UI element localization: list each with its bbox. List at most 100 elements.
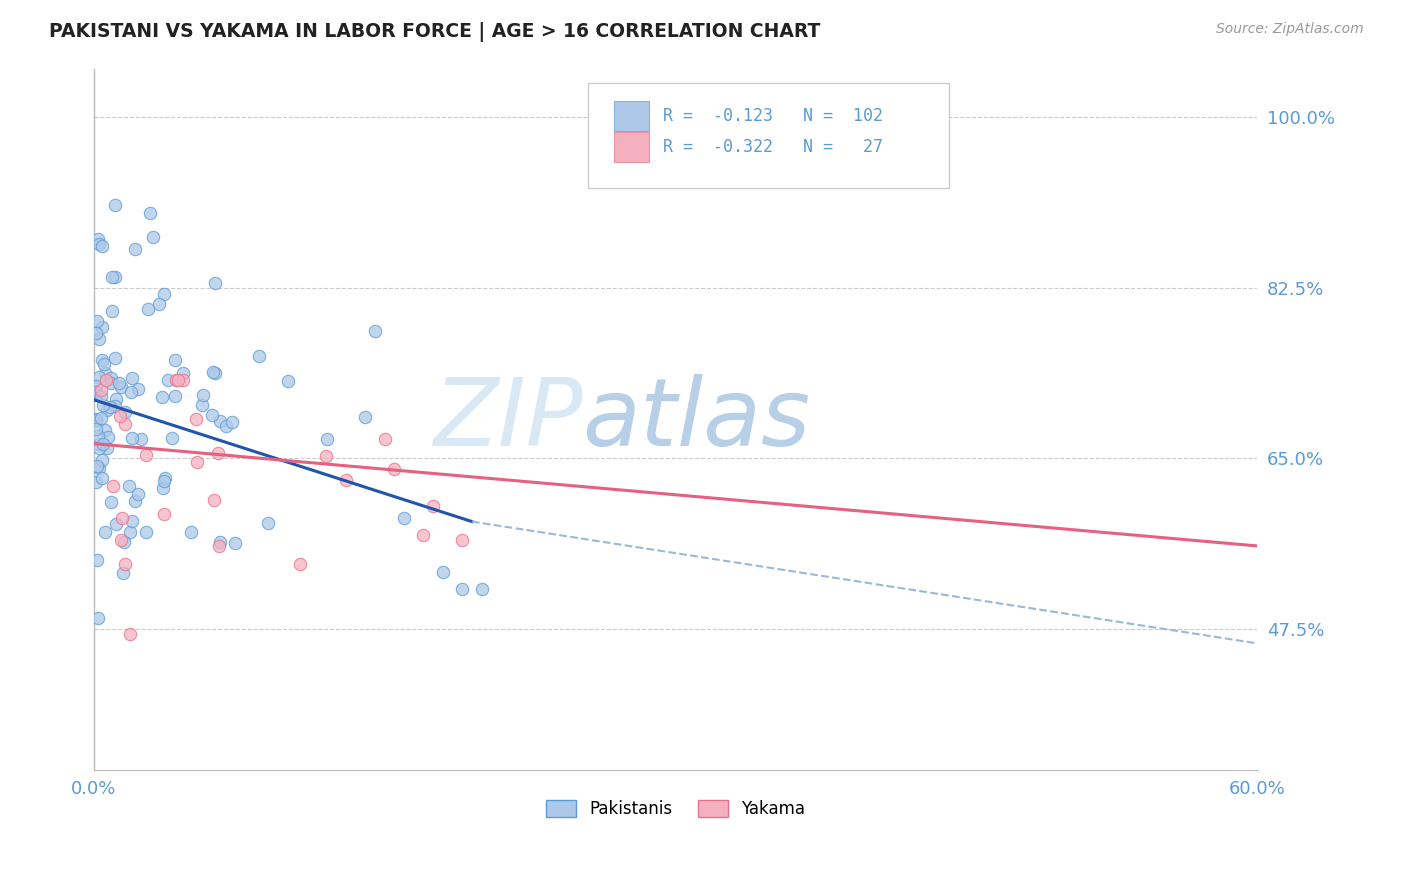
Point xyxy=(100,371,122,385)
Point xyxy=(110,533,132,547)
Point xyxy=(87,332,110,346)
Point xyxy=(96,403,118,417)
Point xyxy=(86,379,108,393)
Point xyxy=(114,405,136,419)
Point xyxy=(111,511,134,525)
Point xyxy=(96,373,118,387)
Point xyxy=(84,388,107,402)
Point xyxy=(215,418,238,433)
Point xyxy=(101,304,124,318)
Point xyxy=(84,326,107,340)
Point xyxy=(118,525,141,540)
Point xyxy=(392,510,415,524)
Point xyxy=(412,528,434,542)
Point xyxy=(87,611,110,625)
Point xyxy=(96,441,118,455)
Point xyxy=(153,287,176,301)
Point xyxy=(117,479,139,493)
Point xyxy=(90,471,112,485)
Point xyxy=(224,535,246,549)
Point xyxy=(290,558,312,572)
Point xyxy=(93,423,115,437)
Point xyxy=(204,277,226,291)
Point xyxy=(247,349,270,363)
Point xyxy=(186,455,208,469)
Point xyxy=(165,352,187,367)
Point xyxy=(157,373,180,387)
Point xyxy=(97,430,120,444)
Point xyxy=(208,539,231,553)
Point xyxy=(91,453,114,467)
Point xyxy=(114,557,136,571)
Point xyxy=(87,370,110,384)
Point xyxy=(111,566,134,581)
Point xyxy=(84,475,107,490)
Point xyxy=(112,535,135,549)
Legend: Pakistanis, Yakama: Pakistanis, Yakama xyxy=(540,793,811,825)
Point xyxy=(201,365,224,379)
Point xyxy=(152,481,174,495)
Point xyxy=(124,493,146,508)
Text: ZIP: ZIP xyxy=(433,374,582,465)
Point xyxy=(84,422,107,436)
Point xyxy=(153,471,176,485)
Point xyxy=(90,389,112,403)
Point xyxy=(335,473,357,487)
Point xyxy=(150,390,173,404)
Point xyxy=(104,516,127,531)
Point xyxy=(129,432,152,446)
Point xyxy=(91,239,114,253)
Point xyxy=(120,626,142,640)
Point xyxy=(135,448,157,462)
Point xyxy=(153,474,176,488)
Point xyxy=(90,352,112,367)
Point xyxy=(91,398,114,412)
Point xyxy=(364,324,387,338)
Point xyxy=(90,410,112,425)
Point xyxy=(148,297,170,311)
Point xyxy=(120,385,142,400)
Point xyxy=(110,380,132,394)
Point xyxy=(142,230,165,244)
Text: PAKISTANI VS YAKAMA IN LABOR FORCE | AGE > 16 CORRELATION CHART: PAKISTANI VS YAKAMA IN LABOR FORCE | AGE… xyxy=(49,22,821,42)
Point xyxy=(84,411,107,425)
Point xyxy=(202,493,225,508)
Point xyxy=(108,376,131,390)
Point xyxy=(257,516,280,530)
Point xyxy=(139,206,162,220)
Point xyxy=(86,552,108,566)
Point xyxy=(86,458,108,473)
Point xyxy=(315,432,337,446)
Point xyxy=(87,236,110,251)
Point xyxy=(190,398,212,412)
Point xyxy=(162,431,184,445)
Point xyxy=(172,373,194,387)
Point xyxy=(193,388,215,402)
Point xyxy=(315,449,337,463)
Point xyxy=(121,514,143,528)
Text: Source: ZipAtlas.com: Source: ZipAtlas.com xyxy=(1216,22,1364,37)
Point xyxy=(87,429,110,443)
Point xyxy=(91,437,114,451)
Point xyxy=(87,442,110,456)
Text: R =  -0.123   N =  102: R = -0.123 N = 102 xyxy=(662,107,883,125)
Point xyxy=(91,319,114,334)
Point xyxy=(204,366,226,380)
Point xyxy=(166,373,188,387)
Point xyxy=(451,533,474,548)
Point xyxy=(104,351,127,365)
Point xyxy=(87,232,110,246)
Point xyxy=(471,582,494,596)
Point xyxy=(136,301,159,316)
Point xyxy=(98,400,121,414)
Point xyxy=(354,409,377,424)
Point xyxy=(121,371,143,385)
Point xyxy=(422,500,444,514)
Point xyxy=(180,525,202,540)
Point xyxy=(124,242,146,256)
Point xyxy=(127,382,149,396)
Point xyxy=(104,392,127,406)
Point xyxy=(209,414,232,428)
FancyBboxPatch shape xyxy=(614,102,648,131)
FancyBboxPatch shape xyxy=(588,83,949,188)
